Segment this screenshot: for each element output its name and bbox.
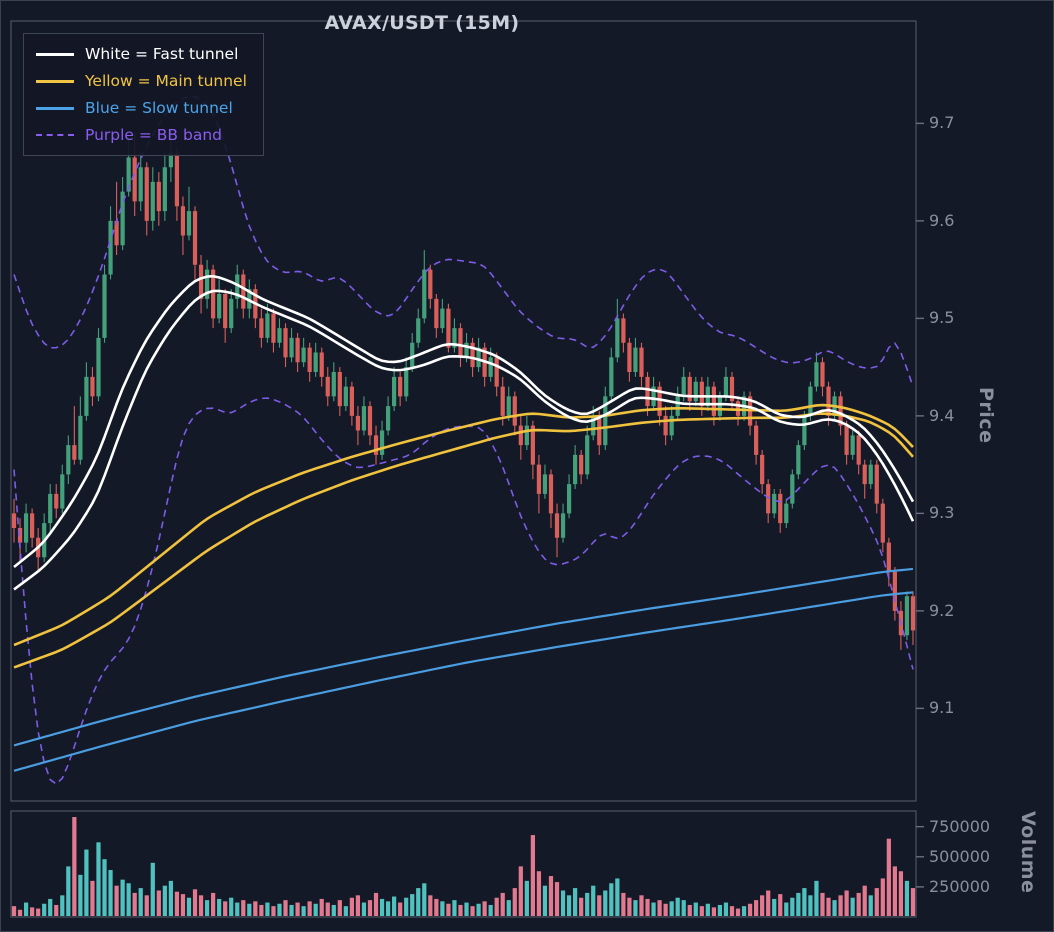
legend-item-0: White = Fast tunnel [36, 44, 247, 64]
price-tick-label: 9.7 [929, 113, 955, 133]
legend-item-2: Blue = Slow tunnel [36, 98, 247, 118]
price-axis-label: Price [975, 387, 997, 444]
legend-item-1: Yellow = Main tunnel [36, 71, 247, 91]
legend-label: Purple = BB band [85, 126, 222, 144]
price-tick-label: 9.1 [929, 698, 955, 718]
dashed-line-swatch-icon [36, 134, 74, 136]
volume-tick-label: 250000 [929, 876, 991, 896]
legend-label: White = Fast tunnel [85, 45, 239, 63]
line-swatch-icon [36, 79, 74, 83]
line-swatch-icon [36, 52, 74, 56]
legend-label: Yellow = Main tunnel [85, 72, 247, 90]
price-tick-label: 9.5 [929, 308, 955, 328]
price-tick-label: 9.2 [929, 600, 955, 620]
volume-tick-label: 500000 [929, 846, 991, 866]
line-swatch-icon [36, 106, 74, 110]
price-tick-label: 9.6 [929, 210, 955, 230]
price-tick-label: 9.4 [929, 405, 955, 425]
legend-label: Blue = Slow tunnel [85, 99, 233, 117]
legend: White = Fast tunnel Yellow = Main tunnel B… [23, 33, 264, 156]
price-tick-label: 9.3 [929, 503, 955, 523]
legend-item-3: Purple = BB band [36, 125, 247, 145]
chart-title: AVAX/USDT (15M) [324, 12, 520, 34]
volume-axis-label: Volume [1017, 811, 1039, 894]
volume-tick-label: 750000 [929, 816, 991, 836]
